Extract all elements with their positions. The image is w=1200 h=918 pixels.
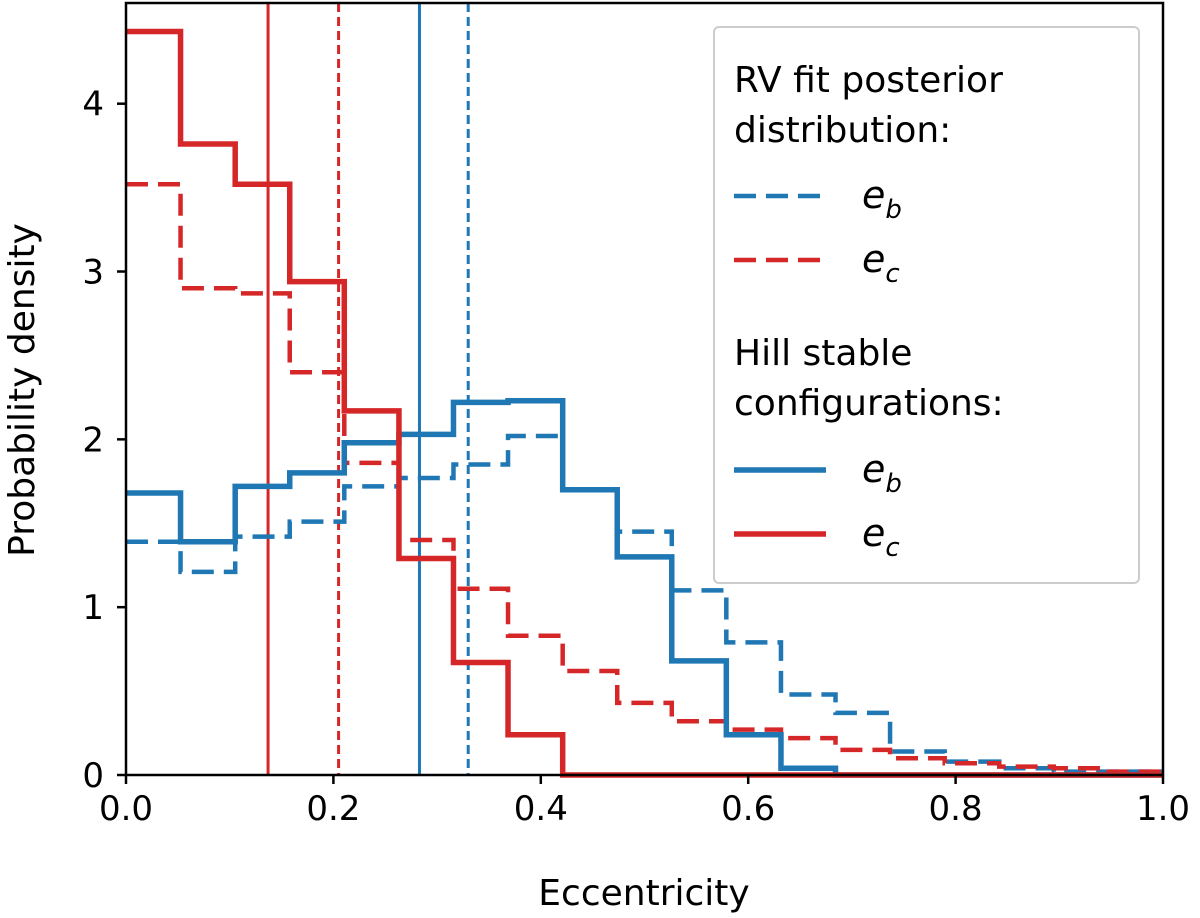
legend-heading-hill-line1: Hill stable — [734, 333, 912, 374]
legend-label-3: ec — [862, 511, 900, 563]
x-tick-label-0: 0.0 — [99, 789, 153, 829]
series-1-step-line — [126, 182, 1163, 774]
y-axis-label: Probability density — [2, 223, 43, 557]
y-tick-label-0: 0 — [82, 756, 104, 796]
y-tick-label-4: 4 — [82, 85, 104, 125]
legend: RV fit posterior distribution: Hill stab… — [713, 26, 1140, 584]
x-tick-label-2: 0.4 — [514, 789, 568, 829]
y-tick-label-2: 2 — [82, 420, 104, 460]
x-axis-ticks: 0.0 0.2 0.4 0.6 0.8 1.0 — [99, 775, 1190, 829]
legend-heading-rv-line1: RV fit posterior — [734, 60, 1003, 101]
y-tick-label-3: 3 — [82, 253, 104, 293]
legend-label-0: eb — [862, 173, 902, 225]
x-tick-label-5: 1.0 — [1136, 789, 1190, 829]
legend-heading-rv-line2: distribution: — [734, 110, 951, 151]
legend-box — [713, 26, 1140, 584]
legend-entries: eb ec eb ec — [734, 173, 902, 563]
legend-heading-hill-line2: configurations: — [734, 383, 1004, 424]
x-axis-label: Eccentricity — [538, 873, 749, 914]
x-tick-label-1: 0.2 — [306, 789, 360, 829]
y-tick-label-1: 1 — [82, 588, 104, 628]
legend-label-1: ec — [862, 237, 900, 289]
y-axis-ticks: 0 1 2 3 4 — [82, 85, 126, 796]
x-tick-label-3: 0.6 — [721, 789, 775, 829]
x-tick-label-4: 0.8 — [929, 789, 983, 829]
legend-label-2: eb — [862, 447, 902, 499]
median-lines — [266, 3, 470, 775]
axes-frame — [124, 1, 1165, 777]
